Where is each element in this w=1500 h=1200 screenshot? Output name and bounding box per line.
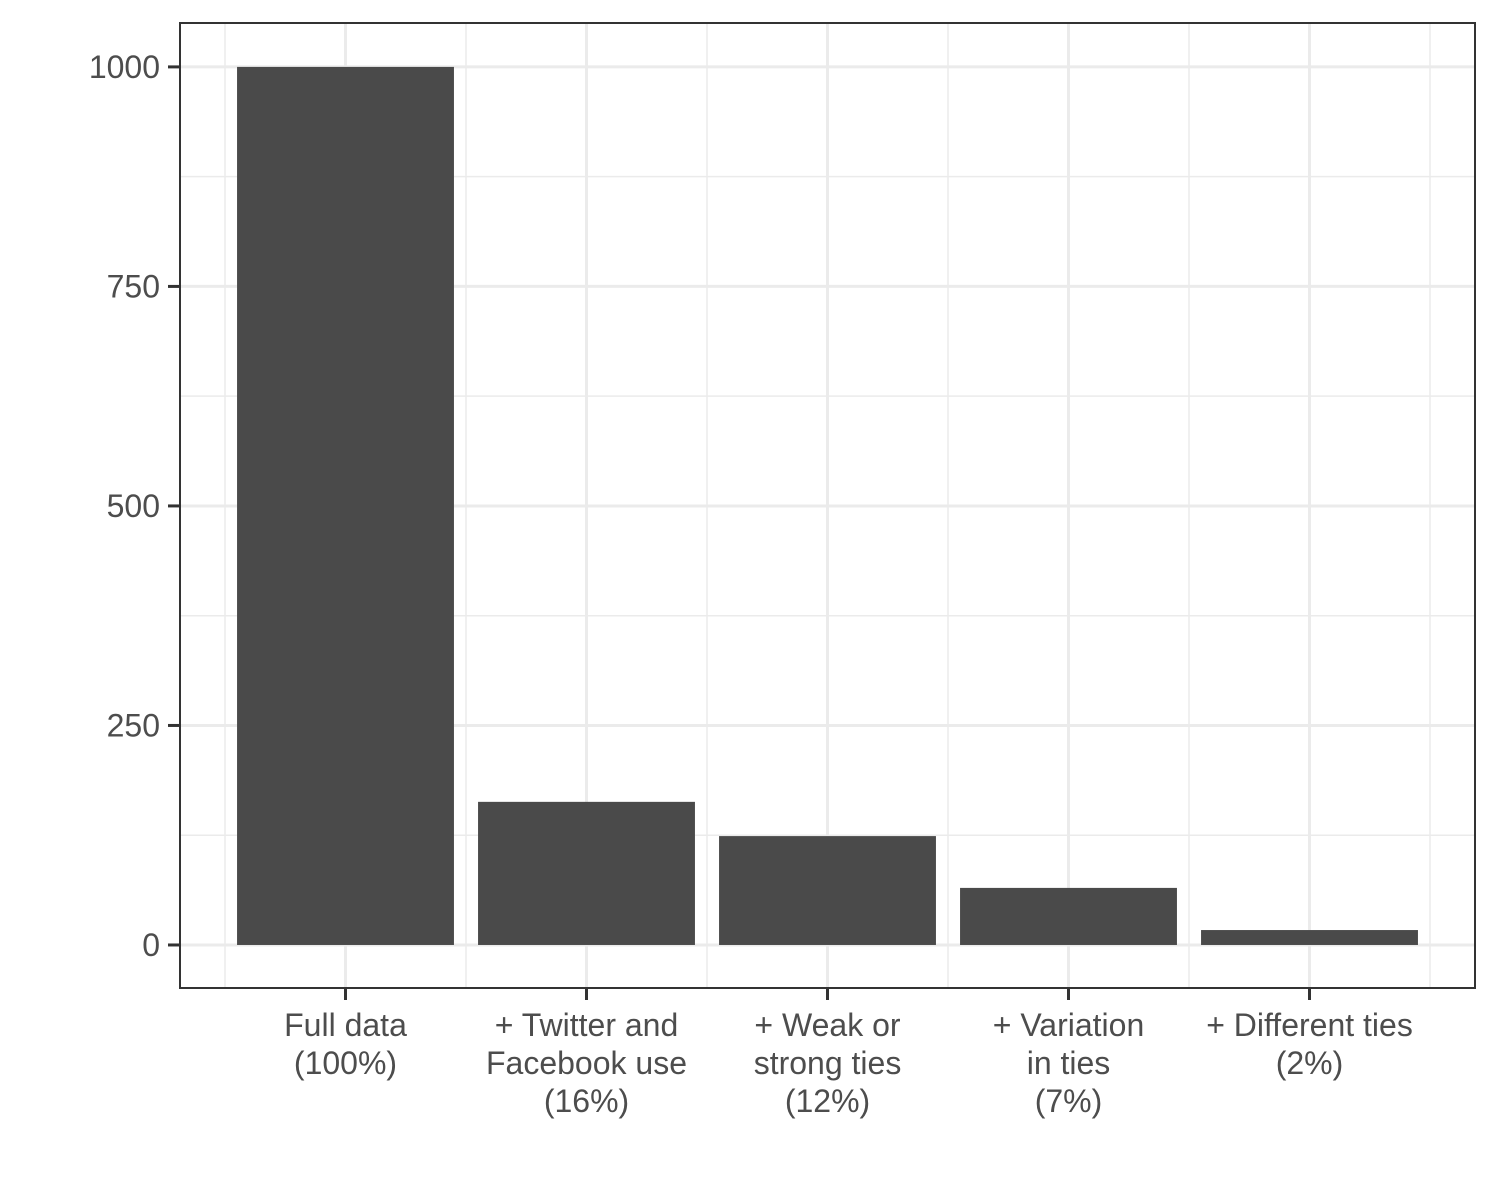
y-tick-label: 0 <box>142 927 160 963</box>
bar <box>719 836 936 945</box>
x-tick-label: + Variation <box>993 1007 1145 1043</box>
y-tick-label: 1000 <box>89 49 160 85</box>
bar <box>1201 930 1418 945</box>
x-tick-label: (7%) <box>1035 1083 1103 1119</box>
bar <box>960 887 1177 945</box>
x-tick-label: Facebook use <box>486 1045 687 1081</box>
x-tick-label: + Different ties <box>1206 1007 1413 1043</box>
y-tick-label: 500 <box>107 488 160 524</box>
x-tick-label: + Twitter and <box>495 1007 679 1043</box>
bar <box>237 66 454 945</box>
x-tick-label: Full data <box>284 1007 407 1043</box>
y-tick-label: 750 <box>107 268 160 304</box>
bar <box>478 801 695 945</box>
x-tick-label: + Weak or <box>754 1007 900 1043</box>
x-tick-label: strong ties <box>754 1045 902 1081</box>
x-tick-label: (16%) <box>544 1083 629 1119</box>
plot-border <box>179 22 1476 989</box>
x-tick-label: (12%) <box>785 1083 870 1119</box>
x-tick-label: (100%) <box>294 1045 397 1081</box>
y-tick-label: 250 <box>107 707 160 743</box>
x-tick-label: in ties <box>1027 1045 1111 1081</box>
x-tick-label: (2%) <box>1276 1045 1344 1081</box>
